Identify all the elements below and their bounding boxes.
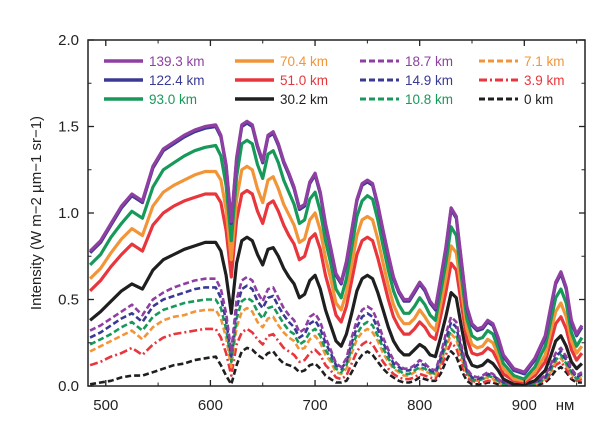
series-line-7-1-km (89, 306, 583, 386)
x-tick-label: 700 (303, 397, 328, 414)
legend-label: 51.0 km (280, 73, 328, 88)
x-tick-label: 600 (198, 397, 223, 414)
x-tick-label: 900 (512, 397, 537, 414)
legend-label: 0 km (524, 92, 553, 107)
series-line-51-0-km (88, 188, 584, 385)
series-line-70-4-km (88, 164, 584, 383)
axes: 500 600 700 800 900 нм 0.0 0.5 1.0 1.5 2.0 (58, 32, 585, 414)
legend-label: 122.4 km (149, 73, 205, 88)
legend-label: 3.9 km (524, 73, 565, 88)
x-tick-label: 800 (407, 397, 432, 414)
series-line-14-9-km (89, 284, 583, 386)
legend-label: 93.0 km (149, 92, 197, 107)
series-line-30-2-km (89, 235, 584, 386)
y-tick-label: 0.5 (58, 292, 79, 309)
legend-label: 10.8 km (405, 92, 453, 107)
series-layer (88, 119, 584, 386)
y-tick-label: 1.5 (58, 119, 79, 136)
series-line-139-3-km (88, 119, 584, 374)
y-tick-label: 2.0 (58, 32, 79, 49)
y-tick-label: 1.0 (58, 205, 79, 222)
y-axis-label: Intensity (W m−2 µm−1 sr−1) (28, 116, 45, 310)
series-line-3-9-km (89, 327, 583, 386)
series-line-18-7-km (89, 275, 583, 386)
legend-label: 14.9 km (405, 73, 453, 88)
x-axis-unit-label: нм (556, 397, 575, 414)
series-line-93-0-km (88, 138, 584, 381)
legend-label: 70.4 km (280, 54, 328, 69)
y-tick-label: 0.0 (58, 378, 79, 395)
legend: 139.3 km 122.4 km 93.0 km 70.4 km 51.0 km 30.… (104, 54, 565, 107)
legend-label: 30.2 km (280, 92, 328, 107)
legend-label: 7.1 km (524, 54, 565, 69)
legend-label: 139.3 km (149, 54, 205, 69)
series-line-0-km (89, 346, 582, 386)
x-tick-label: 500 (93, 397, 118, 414)
legend-label: 18.7 km (405, 54, 453, 69)
series-line-10-8-km (89, 296, 583, 386)
